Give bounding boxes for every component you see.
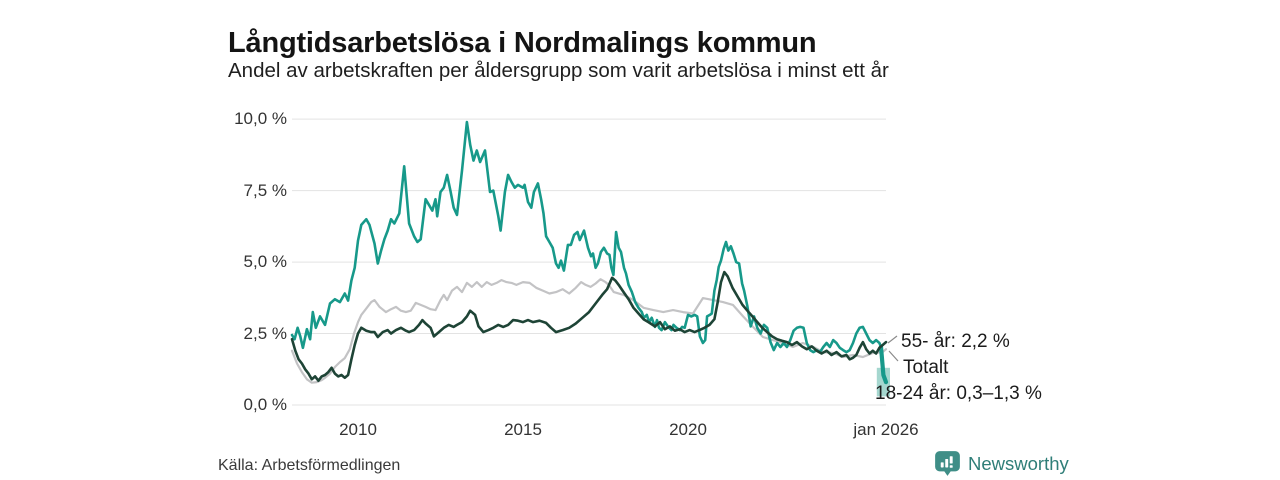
- page-title: Långtidsarbetslösa i Nordmalings kommun: [228, 27, 817, 60]
- series-line-totalt: [290, 278, 888, 384]
- x-tick-jan-2026: jan 2026: [853, 420, 919, 439]
- newsworthy-logo-icon: [934, 450, 961, 477]
- y-tick-0: 0,0 %: [243, 395, 287, 414]
- y-tick-7-5: 7,5 %: [243, 181, 287, 200]
- series-line-18-24-r: [290, 120, 888, 384]
- x-tick-2015: 2015: [504, 420, 542, 439]
- chart-subtitle: Andel av arbetskraften per åldersgrupp s…: [228, 59, 889, 82]
- x-tick-2010: 2010: [339, 420, 377, 439]
- newsworthy-brand-text: Newsworthy: [968, 452, 1069, 474]
- y-tick-5: 5,0 %: [243, 252, 287, 271]
- series-line-55-r: [290, 270, 888, 383]
- y-tick-2-5: 2,5 %: [243, 324, 287, 343]
- y-tick-10: 10,0 %: [234, 109, 287, 128]
- series-line-latest-segment: [878, 344, 889, 385]
- leader-line-55-ar: [887, 335, 898, 344]
- leader-line-totalt: [888, 350, 899, 362]
- newsworthy-brand-link[interactable]: Newsworthy: [934, 450, 1069, 477]
- series-label-totalt: Totalt: [903, 357, 949, 378]
- source-note: Källa: Arbetsförmedlingen: [218, 457, 401, 474]
- series-label-18-24-ar: 18-24 år: 0,3–1,3 %: [875, 383, 1042, 404]
- uncertainty-band: [876, 367, 890, 397]
- series-label-55-ar: 55- år: 2,2 %: [901, 331, 1010, 352]
- x-tick-2020: 2020: [669, 420, 707, 439]
